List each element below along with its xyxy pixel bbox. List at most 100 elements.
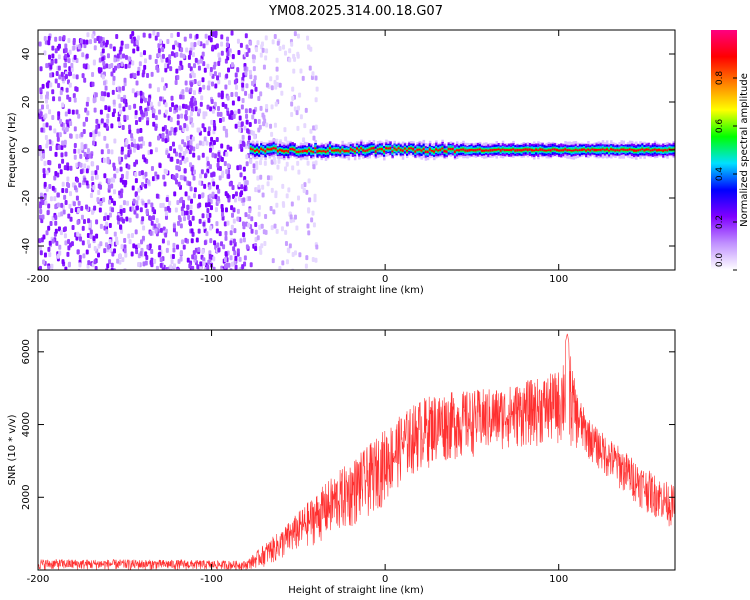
heatmap-noise-cell	[198, 180, 202, 186]
heatmap-noise-cell	[245, 83, 249, 89]
heatmap-noise-cell	[226, 95, 230, 101]
heatmap-noise-cell	[119, 166, 123, 172]
heatmap-noise-cell	[54, 151, 58, 157]
heatmap-signal-cell	[562, 149, 565, 152]
heatmap-noise-cell	[128, 217, 132, 223]
heatmap-signal-cell	[449, 148, 453, 151]
heatmap-noise-cell	[63, 233, 67, 239]
heatmap-noise-cell	[216, 111, 220, 117]
heatmap-sparse-cell	[311, 256, 315, 262]
heatmap-noise-cell	[44, 113, 48, 119]
heatmap-noise-cell	[161, 202, 165, 208]
heatmap-noise-cell	[115, 168, 119, 174]
heatmap-noise-cell	[139, 90, 143, 96]
heatmap-sparse-cell	[295, 110, 299, 116]
heatmap-noise-cell	[210, 99, 214, 105]
heatmap-noise-cell	[204, 33, 208, 39]
heatmap-noise-cell	[252, 163, 256, 169]
heatmap-noise-cell	[195, 237, 199, 243]
heatmap-sparse-cell	[257, 96, 261, 102]
heatmap-noise-cell	[169, 146, 173, 152]
heatmap-noise-cell	[161, 53, 165, 59]
heatmap-sparse-cell	[261, 184, 265, 190]
heatmap-noise-cell	[142, 32, 146, 38]
heatmap-signal-cell	[389, 147, 392, 150]
heatmap-noise-cell	[121, 179, 125, 185]
heatmap-noise-cell	[40, 104, 44, 110]
heatmap-noise-cell	[131, 60, 135, 66]
heatmap-noise-cell	[53, 128, 57, 134]
heatmap-sparse-cell	[307, 44, 311, 50]
heatmap-noise-cell	[91, 81, 95, 87]
heatmap-noise-cell	[119, 54, 123, 60]
heatmap-noise-cell	[39, 66, 43, 72]
heatmap-noise-cell	[132, 243, 136, 249]
heatmap-noise-cell	[192, 175, 196, 181]
heatmap-noise-cell	[82, 219, 86, 225]
heatmap-noise-cell	[182, 53, 186, 59]
heatmap-noise-cell	[122, 106, 126, 112]
heatmap-noise-cell	[219, 111, 223, 117]
snr-x-tick-label: -200	[27, 574, 50, 585]
heatmap-noise-cell	[51, 45, 55, 51]
heatmap-signal-cell	[353, 150, 357, 153]
heatmap-sparse-cell	[290, 201, 294, 207]
heatmap-noise-cell	[159, 202, 163, 208]
heatmap-noise-cell	[147, 150, 151, 156]
heatmap-noise-cell	[217, 151, 221, 157]
heatmap-sparse-cell	[282, 44, 286, 50]
heatmap-signal-cell	[612, 148, 615, 151]
heatmap-noise-cell	[223, 263, 227, 269]
heatmap-signal-cell	[414, 150, 417, 153]
heatmap-noise-cell	[178, 42, 182, 48]
heatmap-noise-cell	[57, 144, 61, 150]
heatmap-noise-cell	[64, 240, 68, 246]
heatmap-noise-cell	[224, 84, 228, 90]
heatmap-signal-cell	[391, 150, 394, 153]
heatmap-signal-cell	[491, 149, 494, 152]
heatmap-signal-cell	[583, 148, 586, 151]
heatmap-sparse-cell	[300, 184, 304, 190]
heatmap-noise-cell	[106, 53, 110, 59]
heatmap-noise-cell	[67, 213, 71, 219]
heatmap-noise-cell	[187, 140, 191, 146]
heatmap-signal-cell	[328, 147, 332, 150]
heatmap-noise-cell	[238, 127, 242, 133]
heatmap-signal-cell	[403, 147, 407, 150]
heatmap-sparse-cell	[307, 178, 311, 184]
heatmap-noise-cell	[179, 52, 183, 58]
heatmap-signal-cell	[497, 148, 501, 151]
heatmap-noise-cell	[50, 60, 54, 66]
heatmap-noise-cell	[112, 177, 116, 183]
heatmap-noise-cell	[120, 96, 124, 102]
heatmap-noise-cell	[175, 173, 179, 179]
heatmap-noise-cell	[102, 197, 106, 203]
heatmap-sparse-cell	[281, 260, 285, 266]
heatmap-noise-cell	[184, 110, 188, 116]
heatmap-noise-cell	[208, 164, 212, 170]
heatmap-noise-cell	[172, 174, 176, 180]
heatmap-signal-cell	[551, 148, 555, 151]
heatmap-noise-cell	[75, 162, 79, 168]
heatmap-noise-cell	[239, 172, 243, 178]
heatmap-noise-cell	[92, 140, 96, 146]
heatmap-noise-cell	[215, 43, 219, 49]
heatmap-noise-cell	[85, 101, 89, 107]
heatmap-noise-cell	[165, 197, 169, 203]
heatmap-noise-cell	[250, 216, 254, 222]
heatmap-signal-cell	[499, 149, 503, 152]
heatmap-noise-cell	[209, 238, 213, 244]
heatmap-noise-cell	[140, 98, 144, 104]
heatmap-noise-cell	[208, 147, 212, 153]
heatmap-noise-cell	[99, 36, 103, 42]
heatmap-noise-cell	[205, 140, 209, 146]
heatmap-noise-cell	[245, 161, 249, 167]
heatmap-signal-cell	[249, 147, 253, 150]
heatmap-sparse-cell	[315, 244, 319, 250]
heatmap-noise-cell	[175, 179, 179, 185]
heatmap-noise-cell	[234, 91, 238, 97]
heatmap-sparse-cell	[272, 156, 276, 162]
snr-y-label: SNR (10 * v/v)	[7, 414, 18, 485]
heatmap-noise-cell	[243, 268, 247, 270]
heatmap-sparse-cell	[259, 249, 263, 255]
